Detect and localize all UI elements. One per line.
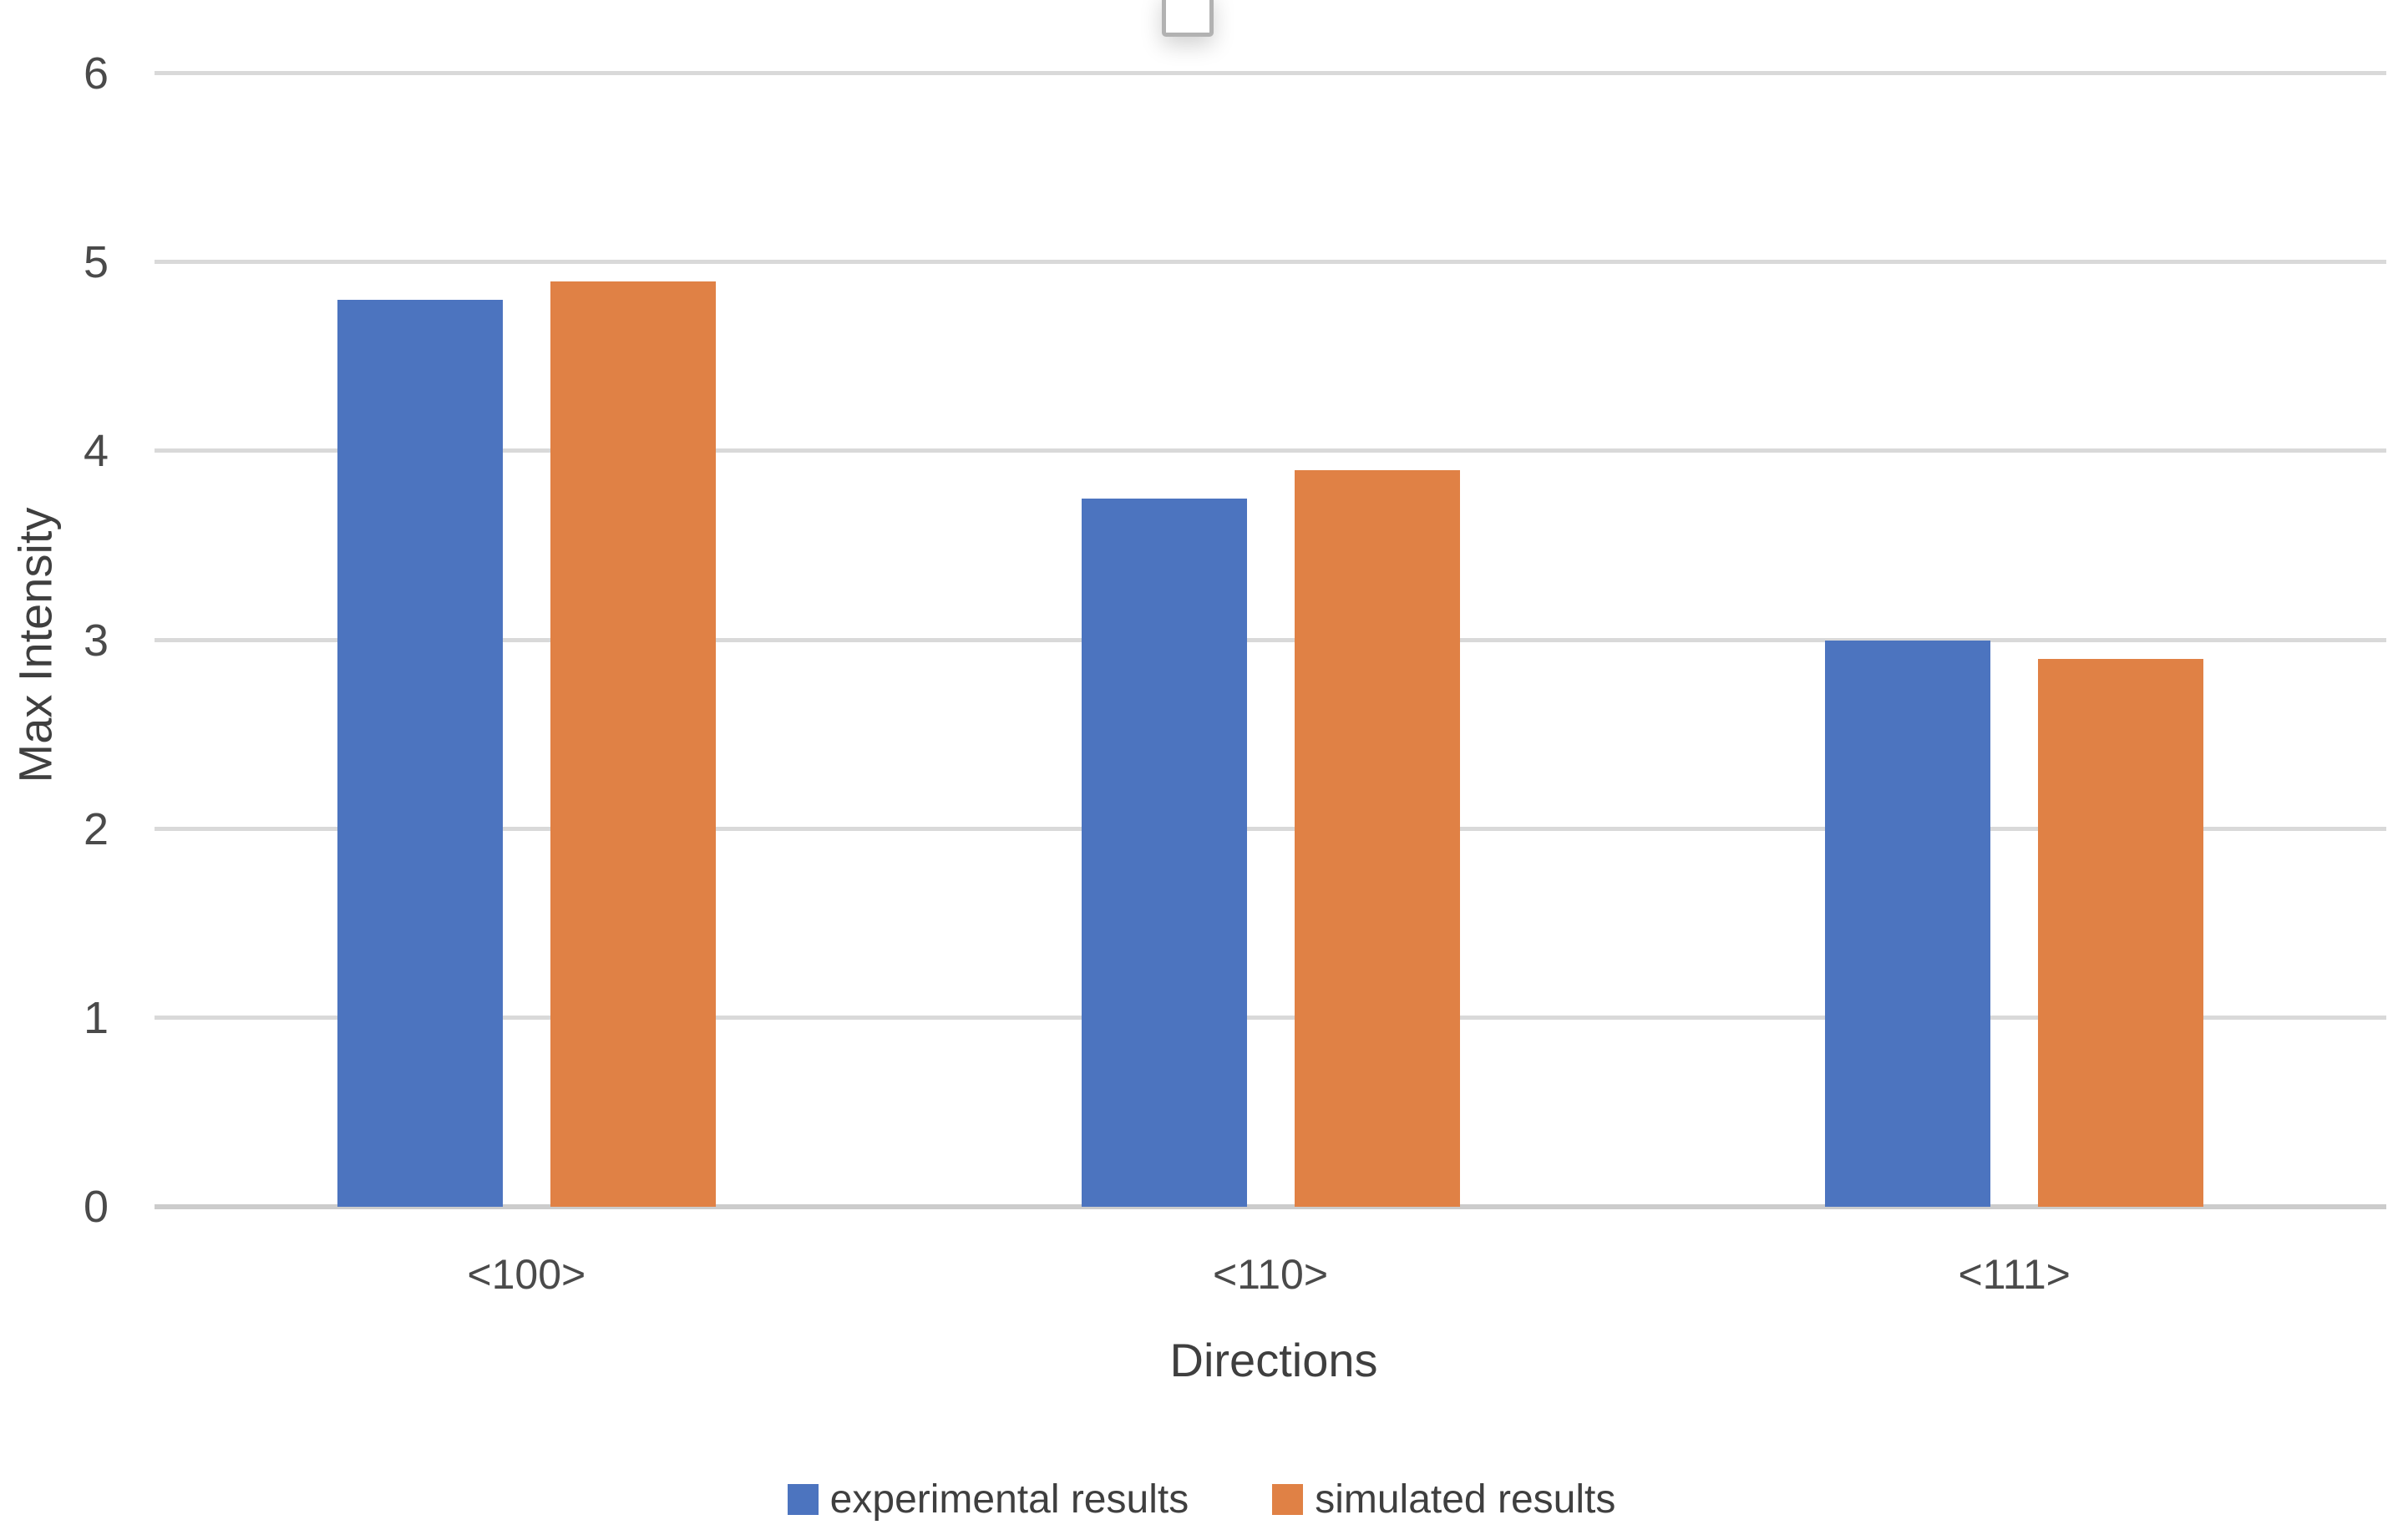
- legend-swatch-icon: [787, 1484, 819, 1515]
- bar-experimental-results: [1081, 498, 1247, 1207]
- y-tick-label: 1: [83, 992, 109, 1043]
- gridline: [155, 448, 2386, 453]
- x-axis-title: Directions: [1169, 1334, 1378, 1386]
- legend: experimental results simulated results: [0, 1477, 2403, 1522]
- x-axis-line: [155, 1204, 2386, 1209]
- gridline: [155, 71, 2386, 75]
- x-tick-label: <100>: [467, 1251, 586, 1298]
- legend-label: simulated results: [1315, 1477, 1616, 1522]
- legend-swatch-icon: [1272, 1484, 1304, 1515]
- y-tick-label: 6: [83, 48, 109, 99]
- bar-simulated-results: [550, 281, 716, 1207]
- y-tick-label: 2: [83, 803, 109, 854]
- bar-simulated-results: [2038, 659, 2204, 1207]
- y-tick-label: 5: [83, 237, 109, 288]
- x-tick-label: <111>: [1958, 1251, 2071, 1298]
- y-tick-label: 0: [83, 1182, 109, 1232]
- gridline: [155, 260, 2386, 265]
- bar-simulated-results: [1294, 469, 1460, 1207]
- y-tick-label: 4: [83, 426, 109, 477]
- bar-experimental-results: [1825, 640, 1991, 1207]
- cropped-window-control-remnant: [1162, 0, 1214, 37]
- y-axis-title: Max Intensity: [8, 507, 62, 783]
- legend-label: experimental results: [829, 1477, 1189, 1522]
- gridline: [155, 826, 2386, 831]
- y-tick-label: 3: [83, 615, 109, 666]
- legend-item-experimental-results: experimental results: [787, 1477, 1189, 1522]
- x-tick-label: <110>: [1212, 1251, 1329, 1298]
- legend-item-simulated-results: simulated results: [1272, 1477, 1615, 1522]
- gridline: [155, 1015, 2386, 1020]
- gridline: [155, 637, 2386, 642]
- bar-experimental-results: [337, 300, 503, 1207]
